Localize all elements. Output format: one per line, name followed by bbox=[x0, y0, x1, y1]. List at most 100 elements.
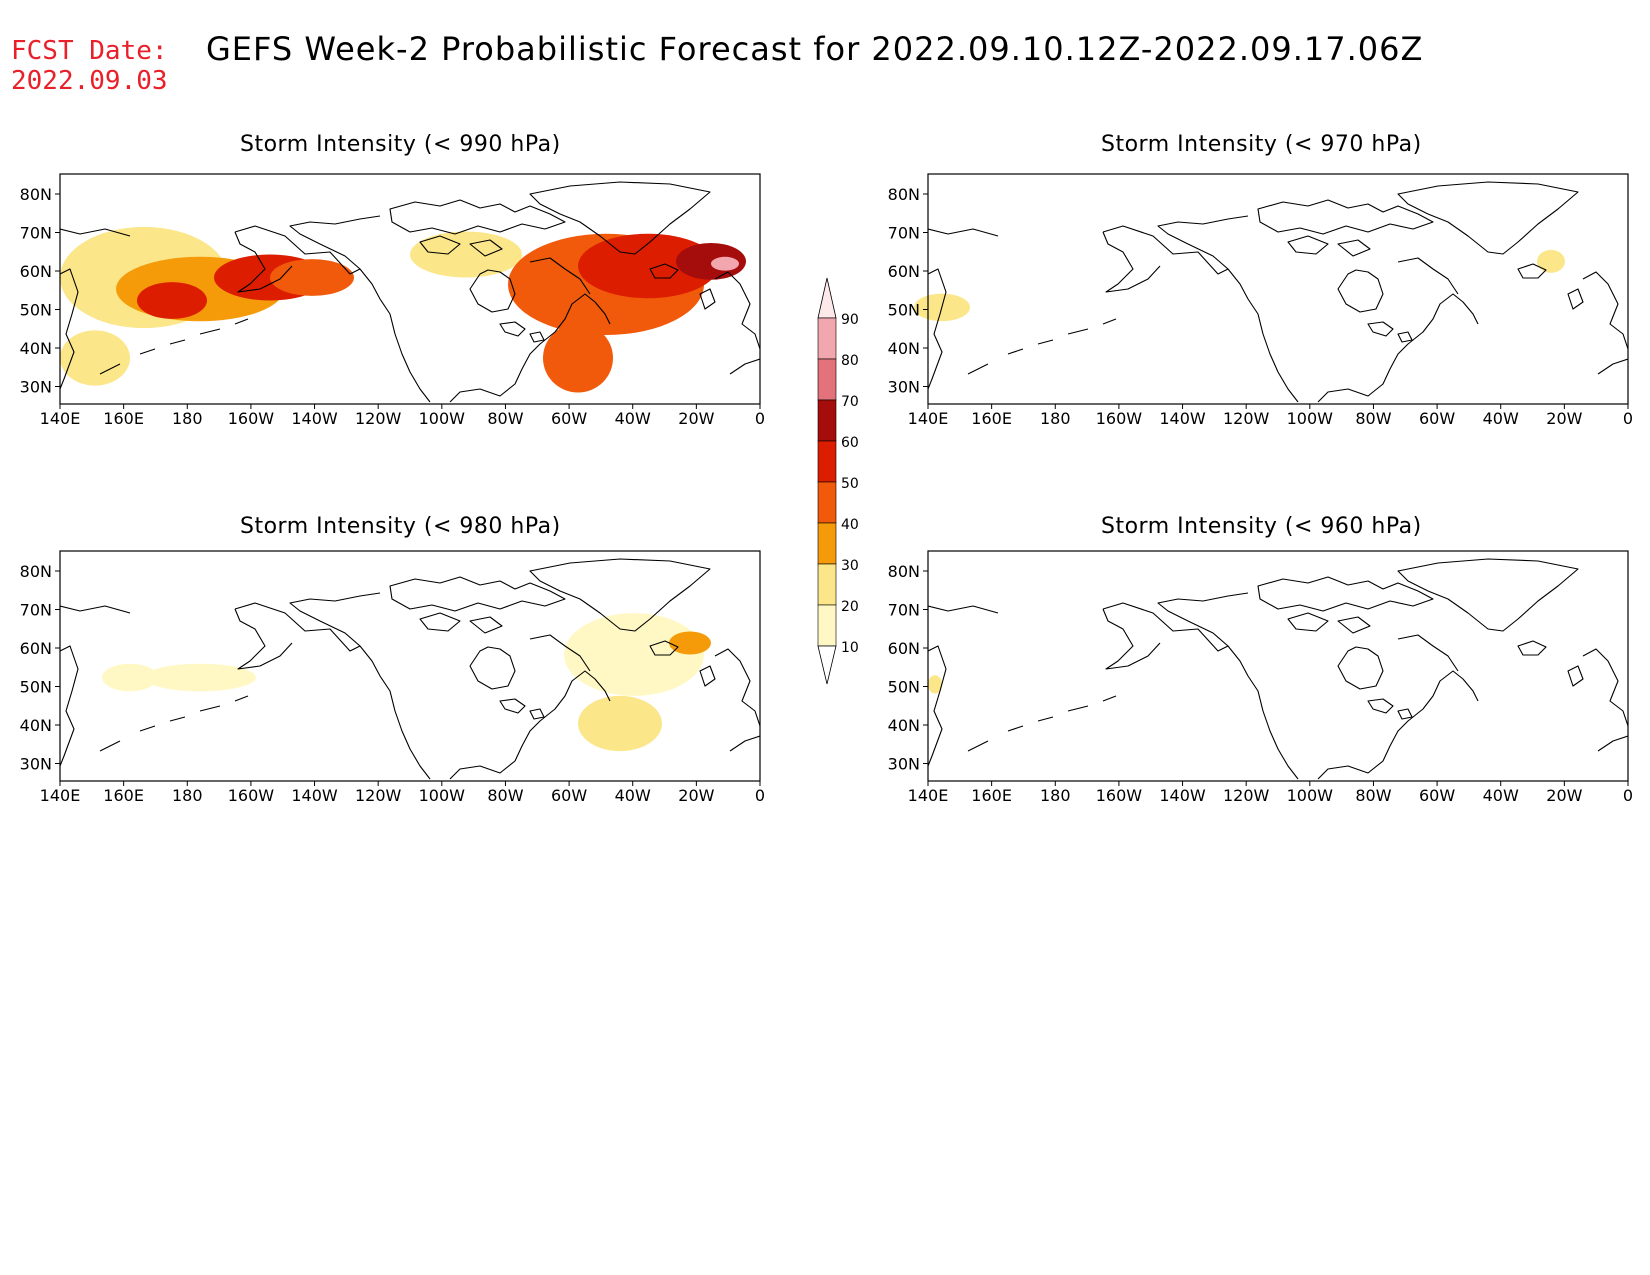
probability-blob bbox=[543, 323, 613, 393]
probability-blob bbox=[102, 663, 158, 692]
lon-tick-label: 100W bbox=[1287, 786, 1334, 805]
lat-tick-label: 30N bbox=[20, 378, 52, 397]
lon-tick-label: 0 bbox=[755, 786, 765, 805]
colorbar-level-label: 50 bbox=[841, 476, 859, 492]
lon-tick-label: 20W bbox=[678, 786, 714, 805]
colorbar-swatch bbox=[817, 522, 837, 565]
colorbar-level-label: 70 bbox=[841, 394, 859, 410]
lon-tick-label: 60W bbox=[1419, 786, 1455, 805]
colorbar-level-label: 90 bbox=[841, 312, 859, 328]
colorbar-swatch bbox=[817, 317, 837, 360]
panel-title-970: Storm Intensity (< 970 hPa) bbox=[1101, 132, 1422, 157]
map-panel-p980: 140E 160E 180 160W 140W 120W 100W 80W 60W 40W 20W 0… bbox=[20, 550, 765, 805]
lat-tick-label: 50N bbox=[20, 678, 52, 697]
map-frame bbox=[927, 550, 1629, 782]
probability-shading bbox=[102, 613, 711, 752]
map-frame bbox=[59, 550, 761, 782]
colorbar-level-label: 10 bbox=[841, 640, 859, 656]
lon-tick-label: 120W bbox=[1223, 409, 1270, 428]
lat-tick-label: 60N bbox=[20, 639, 52, 658]
lat-tick-label: 60N bbox=[888, 262, 920, 281]
lon-tick-label: 180 bbox=[172, 409, 203, 428]
probability-blob bbox=[1537, 249, 1565, 273]
panel-title-990: Storm Intensity (< 990 hPa) bbox=[240, 132, 561, 157]
lon-tick-label: 160W bbox=[228, 786, 275, 805]
lon-tick-label: 140W bbox=[291, 786, 338, 805]
colorbar-level-label: 40 bbox=[841, 517, 859, 533]
map-frame bbox=[59, 173, 761, 405]
lon-tick-label: 80W bbox=[487, 409, 523, 428]
lat-tick-label: 60N bbox=[20, 262, 52, 281]
probability-blob bbox=[711, 256, 739, 271]
probability-blob bbox=[578, 233, 718, 299]
lon-tick-label: 20W bbox=[678, 409, 714, 428]
colorbar-legend: 90 80 70 60 50 40 30 20 10 bbox=[817, 277, 859, 685]
panel-title-980: Storm Intensity (< 980 hPa) bbox=[240, 514, 561, 539]
colorbar-level-label: 80 bbox=[841, 353, 859, 369]
lat-tick-label: 40N bbox=[20, 716, 52, 735]
colorbar-swatch bbox=[817, 358, 837, 401]
lat-tick-label: 40N bbox=[888, 339, 920, 358]
probability-blob bbox=[578, 695, 662, 752]
probability-blob bbox=[564, 613, 704, 696]
lon-tick-label: 0 bbox=[1623, 409, 1633, 428]
lon-tick-label: 20W bbox=[1546, 786, 1582, 805]
lon-tick-label: 160W bbox=[1096, 409, 1143, 428]
lat-tick-label: 70N bbox=[888, 224, 920, 243]
lat-tick-label: 30N bbox=[888, 755, 920, 774]
lon-tick-label: 140E bbox=[908, 409, 949, 428]
lon-tick-label: 140E bbox=[908, 786, 949, 805]
coastline bbox=[928, 181, 1628, 403]
lon-tick-label: 60W bbox=[1419, 409, 1455, 428]
lon-tick-label: 100W bbox=[1287, 409, 1334, 428]
lon-tick-label: 160E bbox=[971, 409, 1012, 428]
probability-shading bbox=[928, 675, 942, 694]
map-frame bbox=[927, 173, 1629, 405]
lon-tick-label: 160E bbox=[103, 409, 144, 428]
probability-blob bbox=[60, 330, 130, 386]
lon-tick-label: 160W bbox=[1096, 786, 1143, 805]
probability-shading bbox=[914, 249, 1565, 322]
lon-tick-label: 60W bbox=[551, 786, 587, 805]
lon-tick-label: 80W bbox=[487, 786, 523, 805]
panel-title-960: Storm Intensity (< 960 hPa) bbox=[1101, 514, 1422, 539]
lat-tick-label: 50N bbox=[888, 301, 920, 320]
colorbar-swatch bbox=[817, 440, 837, 483]
lon-tick-label: 160W bbox=[228, 409, 275, 428]
probability-blob bbox=[270, 259, 354, 296]
colorbar-swatch bbox=[817, 563, 837, 606]
lon-tick-label: 40W bbox=[1483, 786, 1519, 805]
lon-tick-label: 180 bbox=[1040, 786, 1071, 805]
forecast-date-value: 2022.09.03 bbox=[11, 66, 168, 96]
lat-tick-label: 40N bbox=[20, 339, 52, 358]
lon-tick-label: 180 bbox=[172, 786, 203, 805]
lat-tick-label: 80N bbox=[888, 562, 920, 581]
colorbar-level-label: 60 bbox=[841, 435, 859, 451]
lon-tick-label: 180 bbox=[1040, 409, 1071, 428]
probability-blob bbox=[676, 243, 746, 280]
lat-tick-label: 60N bbox=[888, 639, 920, 658]
lon-tick-label: 0 bbox=[1623, 786, 1633, 805]
lon-tick-label: 140W bbox=[1159, 409, 1206, 428]
lon-tick-label: 120W bbox=[355, 786, 402, 805]
colorbar-swatch bbox=[817, 481, 837, 524]
colorbar-level-label: 30 bbox=[841, 558, 859, 574]
lon-tick-label: 160E bbox=[971, 786, 1012, 805]
colorbar-cap-top bbox=[817, 277, 837, 319]
map-panel-p970: 140E 160E 180 160W 140W 120W 100W 80W 60W 40W 20W 0… bbox=[888, 173, 1633, 428]
lon-tick-label: 40W bbox=[1483, 409, 1519, 428]
map-panel-p960: 140E 160E 180 160W 140W 120W 100W 80W 60W 40W 20W 0… bbox=[888, 550, 1633, 805]
probability-blob bbox=[410, 231, 522, 278]
page-title: GEFS Week-2 Probabilistic Forecast for 2… bbox=[206, 30, 1424, 68]
probability-blob bbox=[144, 663, 256, 692]
probability-shading bbox=[60, 226, 746, 393]
lon-tick-label: 100W bbox=[419, 409, 466, 428]
lat-tick-label: 70N bbox=[20, 224, 52, 243]
colorbar-swatch bbox=[817, 399, 837, 442]
lat-tick-label: 80N bbox=[20, 562, 52, 581]
forecast-date-block: FCST Date: 2022.09.03 bbox=[11, 36, 168, 96]
lon-tick-label: 40W bbox=[615, 409, 651, 428]
lat-tick-label: 50N bbox=[888, 678, 920, 697]
lon-tick-label: 160E bbox=[103, 786, 144, 805]
colorbar-level-label: 20 bbox=[841, 599, 859, 615]
